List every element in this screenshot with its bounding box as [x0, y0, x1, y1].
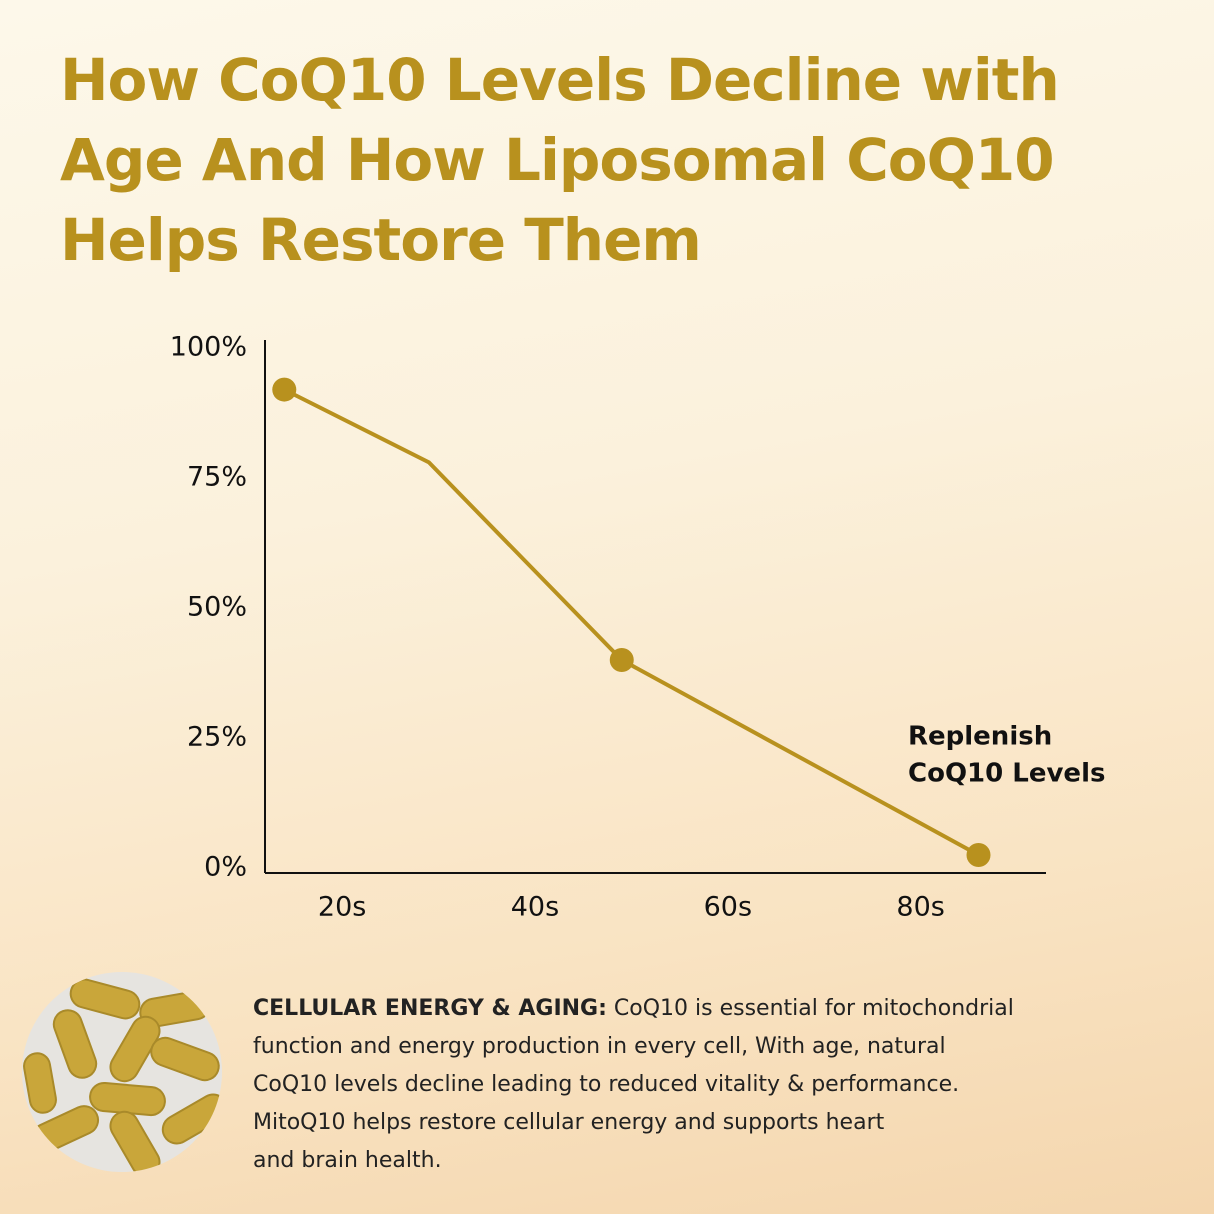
x-tick-label: 60s	[704, 892, 752, 923]
description-text: and brain health.	[253, 1148, 442, 1173]
description-text: CoQ10 levels decline leading to reduced …	[253, 1072, 960, 1097]
description-line: CELLULAR ENERGY & AGING: CoQ10 is essent…	[253, 990, 1153, 1028]
y-tick-label: 100%	[170, 332, 247, 363]
line	[283, 387, 980, 857]
marker	[966, 843, 991, 867]
y-tick-label: 25%	[187, 722, 247, 753]
marker	[609, 648, 634, 672]
x-tick-label: 20s	[318, 892, 366, 923]
description-lead: CELLULAR ENERGY & AGING:	[253, 996, 607, 1021]
annotation: CoQ10 Levels	[908, 759, 1105, 789]
description-text: CoQ10 is essential for mitochondrial	[606, 996, 1014, 1021]
y-tick-label: 50%	[187, 592, 247, 623]
description-text: MitoQ10 helps restore cellular energy an…	[253, 1110, 885, 1135]
y-tick-label: 0%	[204, 852, 247, 883]
description-line: MitoQ10 helps restore cellular energy an…	[253, 1104, 1153, 1142]
x-tick-label: 40s	[511, 892, 559, 923]
description-text: function and energy production in every …	[253, 1034, 946, 1059]
description-line: function and energy production in every …	[253, 1028, 1153, 1066]
marker	[272, 377, 297, 402]
annotation: Replenish	[908, 722, 1052, 752]
description: CELLULAR ENERGY & AGING: CoQ10 is essent…	[253, 990, 1153, 1180]
x-tick-label: 80s	[896, 892, 944, 923]
capsule-image	[22, 972, 222, 1172]
description-line: CoQ10 levels decline leading to reduced …	[253, 1066, 1153, 1104]
y-tick-label: 75%	[187, 462, 247, 493]
chart-title: How CoQ10 Levels Decline with Age And Ho…	[60, 46, 1060, 274]
description-line: and brain health.	[253, 1142, 1153, 1180]
